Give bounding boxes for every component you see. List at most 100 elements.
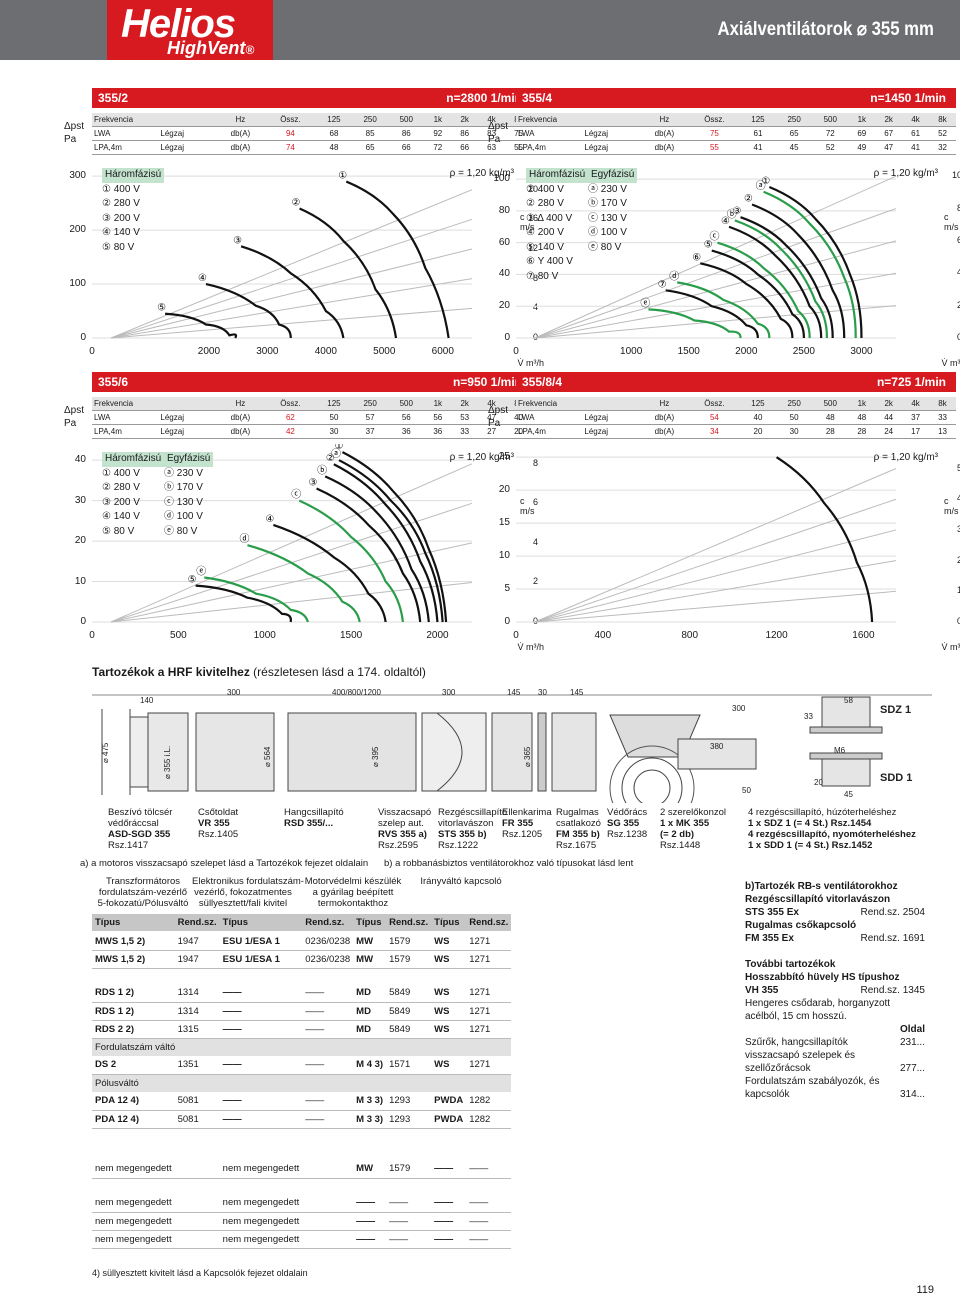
dim-564: ⌀ 564 [263,746,272,767]
series-line [324,475,430,623]
accessory-caption: Csőtoldat VR 355 Rsz.1405 [198,807,239,840]
legend-item: ⓒ 130 V [164,496,203,508]
control-cell: MW [353,950,387,969]
control-cell: PDA 12 4) [92,1092,175,1111]
sound-header-cell: 500 [388,113,425,128]
legend-item: ④ 140 V [102,227,140,238]
x-tick-label: 2500 [792,346,815,357]
label-m6: M6 [834,746,846,755]
velocity-line [110,463,473,623]
y-tick-label: 10 [74,575,86,587]
row-unit: db(A) [215,140,265,155]
sound-cell: 72 [424,140,452,155]
control-cell: —— [431,1160,467,1179]
sound-cell: 50 [776,410,813,426]
control-row: MWS 1,5 2) 1947 ESU 1/ESA 1 0236/0238 MW 1579… [92,950,512,969]
sound-cell: 85 [352,126,389,142]
control-cell: —— [219,1110,303,1129]
sound-header-cell: Hz [215,113,265,128]
model-label: 355/6 [98,375,129,389]
legend-item: ① 400 V [102,183,140,195]
velocity-line [110,307,473,339]
dim-300c: 300 [732,704,746,713]
control-group-title: Elektronikus fordulatszám- vezérlő, foko… [192,876,304,909]
dim-45: 45 [844,790,853,799]
row-type: Légzaj [158,140,216,155]
c-tick-label: 12 [527,243,538,253]
control-group-title: Motorvédelmi készülék a gyárilag beépíte… [304,876,402,909]
sound-header-cell: 1k [848,397,876,412]
sound-cell: 94 [264,126,316,142]
control-cell: —— [431,1212,467,1231]
x-axis-title: V̇ m³/h [517,358,544,368]
series-marker: ② [326,453,335,464]
logo-brand: Helios [121,2,236,46]
series-marker: ⓐ [331,448,341,460]
series-marker: ③ [733,206,742,217]
sound-header-cell: 500 [812,113,849,128]
y-tick-label: 0 [504,332,510,343]
velocity-line [110,581,473,623]
control-cell: M 4 3) [353,1056,387,1075]
logo-sub: HighVent® [167,38,255,58]
dim-475: ⌀ 475 [101,742,110,763]
sound-cell: 69 [848,126,876,142]
legend-item: ② 280 V [526,198,564,209]
x-tick-label: 1500 [677,346,700,357]
control-cell: MWS 1,5 2) [92,950,175,969]
sound-header-cell: Frekvencia [92,113,216,128]
dp-label: Δpst Pa [488,121,509,145]
series-line [345,180,450,339]
legend-item: ⑤ 140 V [526,241,564,253]
velocity-line [110,248,473,339]
x-tick-label: 0 [513,630,519,641]
series-line [740,216,834,339]
series-line [717,241,811,339]
sound-header-cell: 4k [902,397,930,412]
x-tick-label: 1000 [253,630,276,641]
velocity-line [110,278,473,339]
page-title: Axiálventilátorok ⌀ 355 mm [717,19,934,40]
series-marker: ⓒ [291,489,301,501]
y-tick-label: 10 [498,550,510,562]
control-header-cell: Típus [219,914,303,933]
series-line [700,262,794,339]
sound-header-cell: Össz. [264,397,316,412]
y-tick-label: 0 [504,616,510,627]
x-tick-label: 0 [513,346,519,357]
control-cell: 1271 [466,950,512,969]
control-cell: —— [431,1230,467,1249]
legend-title-2: Egyfázisú [588,168,638,183]
c-tick-label: 8 [532,272,538,283]
sound-header-cell: Frekvencia [516,113,640,128]
x-axis-title: V̇ m³/h [517,642,544,652]
air-density-label: ρ = 1,20 kg/m³ [873,452,938,463]
control-cell [302,1230,354,1249]
accessory-caption: 4 rezgéscsillapító, húzóterheléshez 1 x S… [748,807,916,851]
control-cell: 1315 [174,1020,220,1039]
control-cell: 5849 [386,1020,432,1039]
x-tick-label: 1500 [339,630,363,641]
control-cell: —— [353,1194,387,1213]
dim-365: ⌀ 365 [523,746,532,767]
sound-cell: 61 [902,126,930,142]
sound-header-cell: 4k [478,113,506,128]
sound-header-cell: Hz [639,113,689,128]
dim-355: ⌀ 355 i.L. [163,746,172,779]
sound-header-cell: 1k [424,113,452,128]
row-unit: db(A) [639,126,689,142]
control-cell: DS 2 [92,1056,175,1075]
fan-curve-chart: 0 5 10 15 20 25 0 400 800 1200 1600 0 1 2 3 4 5 c m/s V̇ m… [499,444,960,658]
sound-cell: 74 [264,140,316,155]
panel-header: 355/4 n=1450 1/min [516,88,956,108]
legend-item: ① 400 V [526,183,564,195]
c-tick-label: 4 [956,493,960,504]
control-cell: 1579 [386,1160,432,1179]
velocity-line [534,529,897,623]
series-marker: ② [744,194,753,205]
series-line [247,544,361,623]
c-tick-label: 0 [956,616,960,626]
y-tick-label: 30 [74,494,86,506]
series-marker: ⓑ [317,464,327,476]
